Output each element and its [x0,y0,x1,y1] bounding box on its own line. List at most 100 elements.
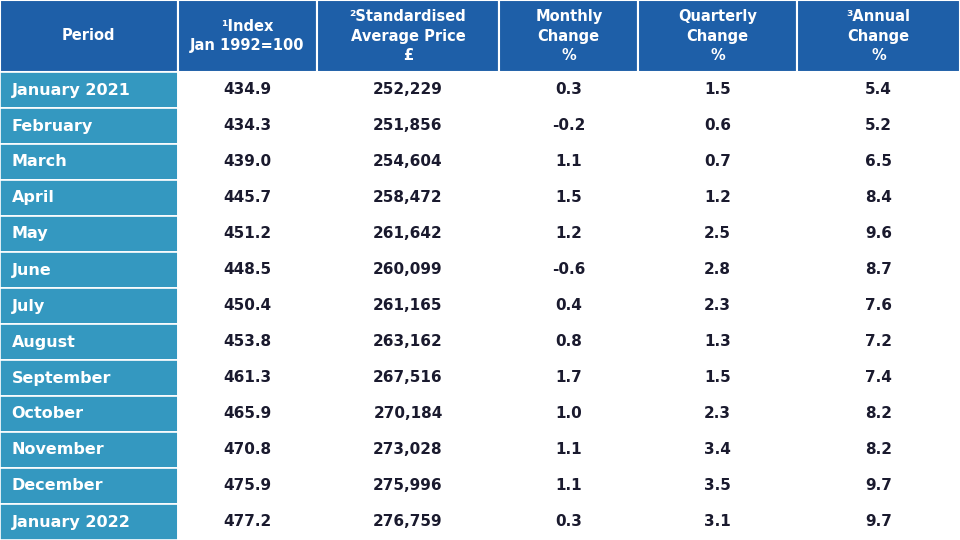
Bar [797,504,960,540]
Bar [317,72,499,108]
Text: 1.1: 1.1 [556,478,582,494]
Bar [317,432,499,468]
Bar [317,216,499,252]
Text: 261,165: 261,165 [373,299,443,314]
Text: 260,099: 260,099 [373,262,443,278]
Bar [317,144,499,180]
Text: 1.5: 1.5 [556,191,582,206]
Text: Period: Period [62,29,115,44]
Bar [499,180,638,216]
Text: 445.7: 445.7 [223,191,272,206]
Bar [499,396,638,432]
Text: 5.4: 5.4 [865,83,892,98]
Text: 270,184: 270,184 [373,407,443,422]
Text: 275,996: 275,996 [373,478,443,494]
Bar [178,108,317,144]
Bar [0,180,178,216]
Bar [797,432,960,468]
Text: January 2021: January 2021 [12,83,131,98]
Text: October: October [12,407,84,422]
Bar [317,468,499,504]
Bar [178,180,317,216]
Text: 450.4: 450.4 [223,299,272,314]
Text: 273,028: 273,028 [373,442,443,457]
Bar [499,72,638,108]
Text: August: August [12,334,76,349]
Bar [638,108,797,144]
Bar [638,396,797,432]
Text: Quarterly
Change
%: Quarterly Change % [678,9,757,63]
Bar [178,468,317,504]
Text: 0.3: 0.3 [556,515,582,530]
Bar [797,324,960,360]
Bar [797,72,960,108]
Bar [178,144,317,180]
Text: 267,516: 267,516 [373,370,443,386]
Text: 1.1: 1.1 [556,442,582,457]
Text: ¹Index
Jan 1992=100: ¹Index Jan 1992=100 [190,19,304,53]
Bar [0,108,178,144]
Text: 8.7: 8.7 [865,262,892,278]
Bar [499,108,638,144]
Text: 2.3: 2.3 [704,299,732,314]
Bar [638,216,797,252]
Text: 465.9: 465.9 [223,407,272,422]
Bar [0,396,178,432]
Text: 7.4: 7.4 [865,370,892,386]
Text: September: September [12,370,111,386]
Text: 0.8: 0.8 [556,334,582,349]
Text: 1.2: 1.2 [705,191,731,206]
Text: 0.3: 0.3 [556,83,582,98]
Text: May: May [12,226,48,241]
Bar [317,360,499,396]
Text: 261,642: 261,642 [373,226,443,241]
Text: 276,759: 276,759 [373,515,443,530]
Text: 1.3: 1.3 [705,334,731,349]
Bar [797,108,960,144]
Bar [499,324,638,360]
Bar [499,432,638,468]
Bar [0,360,178,396]
Bar [0,252,178,288]
Bar [638,432,797,468]
Bar [797,468,960,504]
Text: 252,229: 252,229 [373,83,443,98]
Bar [0,468,178,504]
Bar [499,0,638,72]
Bar [638,144,797,180]
Bar [178,252,317,288]
Bar [797,180,960,216]
Bar [499,144,638,180]
Bar [178,504,317,540]
Bar [797,288,960,324]
Text: 258,472: 258,472 [373,191,443,206]
Text: June: June [12,262,51,278]
Bar [317,0,499,72]
Text: January 2022: January 2022 [12,515,131,530]
Bar [638,360,797,396]
Bar [317,180,499,216]
Bar [638,72,797,108]
Text: 6.5: 6.5 [865,154,892,170]
Bar [797,144,960,180]
Text: -0.6: -0.6 [552,262,586,278]
Bar [499,504,638,540]
Bar [499,468,638,504]
Text: 263,162: 263,162 [373,334,443,349]
Text: 0.6: 0.6 [704,118,732,133]
Bar [638,324,797,360]
Text: March: March [12,154,67,170]
Text: 9.7: 9.7 [865,478,892,494]
Bar [178,216,317,252]
Bar [0,504,178,540]
Text: 0.4: 0.4 [556,299,582,314]
Bar [178,432,317,468]
Text: July: July [12,299,45,314]
Text: 7.2: 7.2 [865,334,892,349]
Bar [797,0,960,72]
Text: 461.3: 461.3 [223,370,272,386]
Text: 434.3: 434.3 [223,118,272,133]
Bar [178,396,317,432]
Bar [317,108,499,144]
Text: 1.5: 1.5 [705,83,731,98]
